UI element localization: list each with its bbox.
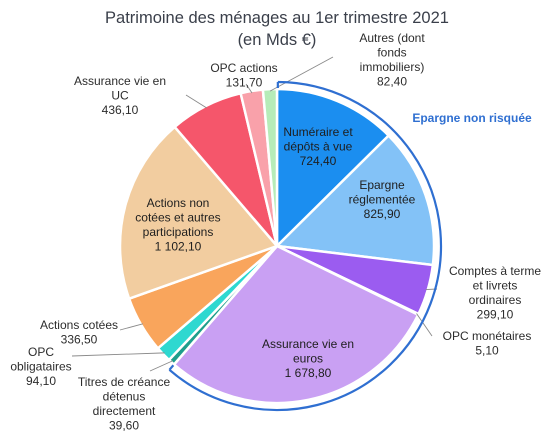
slice-label: OPC actions	[210, 61, 277, 75]
pie-slices	[118, 87, 436, 405]
slice-label: cotées et autres	[135, 211, 220, 225]
slice-label: Assurance vie en	[74, 74, 166, 88]
leader-line	[119, 323, 144, 331]
slice-value-label: 724,40	[300, 154, 337, 168]
slice-label: réglementée	[349, 193, 416, 207]
slice-value-label: 94,10	[26, 374, 56, 388]
slice-value-label: 1 102,10	[155, 240, 202, 254]
chart-title-line: Patrimoine des ménages au 1er trimestre …	[105, 9, 449, 27]
leader-line	[185, 94, 207, 109]
slice-label: Numéraire et	[283, 125, 353, 139]
slice-label: OPC	[28, 345, 54, 359]
slice-label: ordinaires	[469, 293, 522, 307]
slice-value-label: 1 678,80	[285, 366, 332, 380]
slice-label: Autres (dont	[359, 31, 425, 45]
slice-label: OPC monétaires	[443, 329, 532, 343]
slice-value-label: 82,40	[377, 75, 407, 89]
slice-value-label: 5,10	[475, 344, 499, 358]
slice-value-label: 131,70	[226, 76, 263, 90]
slice-value-label: 336,50	[61, 333, 98, 347]
slice-label: Assurance vie en	[262, 337, 354, 351]
slice-label: Epargne	[359, 178, 405, 192]
leader-line	[416, 313, 433, 337]
pie-slice	[172, 244, 420, 405]
pie-slice	[275, 87, 390, 248]
slice-label: Actions non	[147, 196, 210, 210]
bracket-label: Epargne non risquée	[412, 111, 532, 125]
slice-label: participations	[143, 225, 214, 239]
pie-slice	[118, 125, 279, 300]
slice-label: UC	[111, 89, 129, 103]
bracket-arc	[168, 80, 443, 412]
slice-label: Comptes à terme	[449, 264, 541, 278]
slice-label: obligataires	[10, 360, 71, 374]
slice-label: et livrets	[473, 279, 518, 293]
slice-label: directement	[93, 404, 156, 418]
slice-value-label: 436,10	[102, 103, 139, 117]
slice-label: Titres de créance	[78, 375, 171, 389]
leader-line	[71, 352, 165, 357]
slice-label: immobiliers)	[360, 60, 425, 74]
slice-value-label: 825,90	[364, 207, 401, 221]
leader-line	[149, 360, 174, 372]
slice-label: dépôts à vue	[284, 140, 353, 154]
slice-label: détenus	[103, 390, 146, 404]
epargne-bracket: Epargne non risquée	[168, 80, 532, 412]
slice-label: Actions cotées	[40, 318, 118, 332]
leader-line	[245, 83, 253, 94]
slice-value-label: 39,60	[109, 419, 139, 433]
slice-value-label: 299,10	[477, 308, 514, 322]
pie-slice	[261, 87, 279, 248]
chart-title: Patrimoine des ménages au 1er trimestre …	[105, 9, 449, 49]
chart-title-line: (en Mds €)	[238, 31, 317, 49]
slice-label: fonds	[377, 46, 406, 60]
leader-line	[269, 56, 334, 92]
pie-slice	[275, 134, 436, 267]
slice-label: euros	[293, 352, 323, 366]
bracket-tick	[168, 364, 175, 371]
